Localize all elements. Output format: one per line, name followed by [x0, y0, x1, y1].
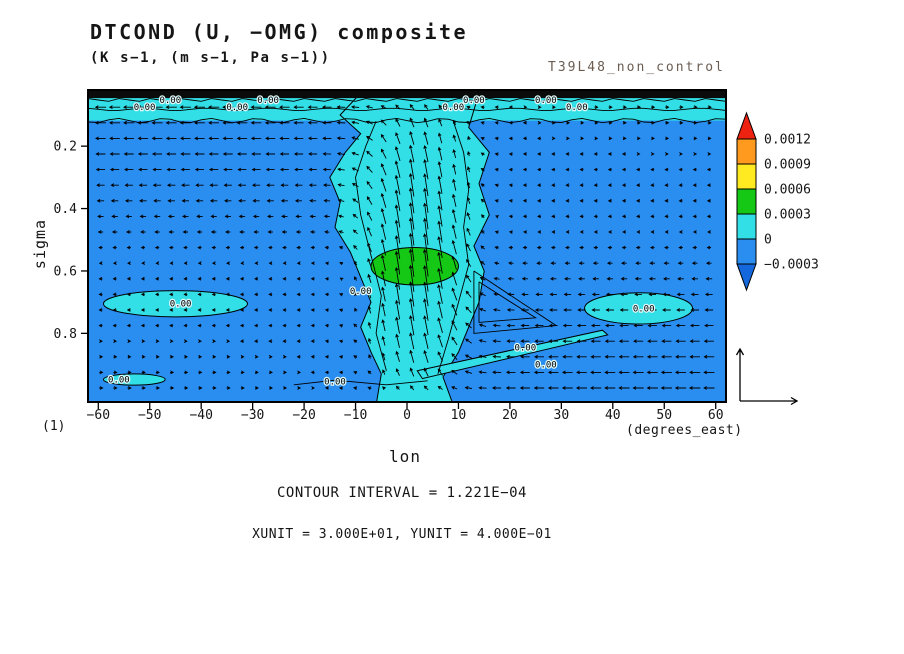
- colorbar-label: 0: [764, 233, 772, 248]
- reference-vector-arrows: [735, 347, 799, 406]
- contour-value-label: 0.00: [108, 376, 130, 386]
- x-axis-unit-label: (degrees_east): [626, 423, 743, 438]
- plot-units-subtitle: (K s−1, (m s−1, Pa s−1)): [90, 50, 331, 66]
- colorbar-label: −0.0003: [764, 258, 819, 273]
- contour-line: [88, 107, 726, 111]
- y-tick-label: 0.2: [54, 140, 77, 155]
- colorbar-label: 0.0003: [764, 208, 811, 223]
- vector-arrows: [94, 104, 715, 391]
- x-tick-label: 50: [656, 408, 672, 423]
- contour-value-label: 0.00: [633, 304, 655, 314]
- contour-value-label: 0.00: [350, 287, 372, 297]
- colorbar-segment: [736, 138, 757, 165]
- field-region-cyan: [416, 329, 609, 380]
- contour-line: [473, 270, 558, 334]
- contour-value-label: 0.00: [324, 378, 346, 388]
- x-tick-label: −20: [292, 408, 315, 423]
- colorbar-segment: [736, 238, 757, 265]
- x-tick-label: 40: [605, 408, 621, 423]
- plot-title: DTCOND (U, −OMG) composite: [90, 20, 469, 44]
- contour-label-layer: 0.000.000.000.000.000.00 0.000.000.000.00…: [107, 95, 656, 389]
- axes-layer: −60 −50 −40 −30 −20 −10 0 10 20 30 40 50 60 0.2 0.4 0.6…: [54, 89, 727, 423]
- contour-line: [88, 98, 726, 102]
- contour-line: [355, 121, 387, 371]
- contour-line: [437, 121, 470, 375]
- y-tick-label: 0.4: [54, 202, 78, 217]
- x-tick-label: −10: [344, 408, 367, 423]
- x-tick-label: −30: [241, 408, 264, 423]
- colorbar-label: 0.0006: [764, 183, 811, 198]
- contour-value-label: 0.00: [159, 96, 181, 106]
- colorbar-segment: [736, 163, 757, 190]
- vector-field-layer: [94, 104, 715, 391]
- contour-value-label: 0.00: [535, 361, 557, 371]
- case-name-label: T39L48_non_control: [548, 60, 725, 75]
- colorbar-top-triangle: [736, 111, 757, 140]
- x-tick-label: −50: [138, 408, 161, 423]
- contour-line: [88, 117, 726, 124]
- x-tick-label: 20: [502, 408, 518, 423]
- contour-line: [293, 379, 428, 386]
- field-region-cyan: [102, 373, 166, 386]
- x-tick-label: −60: [87, 408, 110, 423]
- colorbar-label: 0.0009: [764, 158, 811, 173]
- top-dense-contour-band: [88, 90, 726, 99]
- contour-interval-text: CONTOUR INTERVAL = 1.221E−04: [276, 485, 527, 501]
- panel-number-label: (1): [42, 419, 66, 434]
- field-region-cyan: [102, 290, 248, 318]
- colorbar-segment: [736, 213, 757, 240]
- field-layer: [88, 90, 726, 402]
- x-axis-title: lon: [389, 447, 421, 466]
- y-tick-label: 0.6: [54, 264, 77, 279]
- y-axis-title: sigma: [31, 218, 49, 270]
- colorbar-segment: [736, 188, 757, 215]
- colorbar-bottom-triangle: [736, 263, 757, 292]
- contour-line: [478, 281, 537, 323]
- y-tick-label: 0.8: [54, 327, 77, 342]
- x-tick-label: 60: [708, 408, 724, 423]
- contour-value-label: 0.00: [170, 300, 192, 310]
- contour-value-label: 0.00: [257, 96, 279, 106]
- field-region-cyan: [584, 292, 694, 325]
- colorbar-label: 0.0012: [764, 133, 811, 148]
- contour-value-label: 0.00: [566, 103, 588, 113]
- contour-value-label: 0.00: [535, 96, 557, 106]
- contour-value-label: 0.00: [134, 103, 156, 113]
- contour-value-label: 0.00: [514, 343, 536, 353]
- x-tick-label: 0: [403, 408, 411, 423]
- x-tick-label: 30: [554, 408, 570, 423]
- x-tick-label: 10: [451, 408, 467, 423]
- contour-value-label: 0.00: [226, 103, 248, 113]
- contour-value-label: 0.00: [463, 96, 485, 106]
- x-tick-label: −40: [189, 408, 212, 423]
- colorbar: 0.0012 0.0009 0.0006 0.0003 0 −0.0003: [736, 111, 819, 292]
- contour-value-label: 0.00: [442, 103, 464, 113]
- vector-unit-text: XUNIT = 3.000E+01, YUNIT = 4.000E−01: [252, 527, 552, 542]
